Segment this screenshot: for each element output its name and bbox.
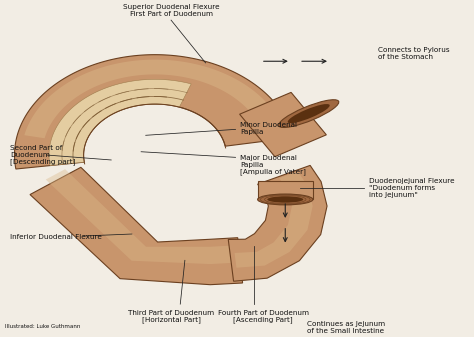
Text: Duodenojejunal Flexure
"Duodenum forms
into Jejunum": Duodenojejunal Flexure "Duodenum forms i… bbox=[369, 178, 455, 198]
Polygon shape bbox=[240, 92, 326, 157]
Text: Major Duodenal
Papilla
[Ampulla of Vater]: Major Duodenal Papilla [Ampulla of Vater… bbox=[240, 155, 306, 175]
Text: Minor Duodenal
Papilla: Minor Duodenal Papilla bbox=[240, 122, 297, 135]
Text: Fourth Part of Duodenum
[Ascending Part]: Fourth Part of Duodenum [Ascending Part] bbox=[218, 310, 309, 324]
Polygon shape bbox=[235, 172, 313, 268]
Polygon shape bbox=[15, 55, 293, 169]
Polygon shape bbox=[30, 167, 243, 285]
Text: Superior Duodenal Flexure
First Part of Duodenum: Superior Duodenal Flexure First Part of … bbox=[123, 4, 219, 17]
Ellipse shape bbox=[258, 194, 313, 205]
Polygon shape bbox=[24, 60, 281, 138]
Ellipse shape bbox=[267, 196, 303, 203]
Text: Second Part of
Duodenum
[Descending part]: Second Part of Duodenum [Descending part… bbox=[10, 145, 75, 165]
Text: Connects to Pylorus
of the Stomach: Connects to Pylorus of the Stomach bbox=[378, 47, 450, 60]
Ellipse shape bbox=[279, 100, 339, 127]
Ellipse shape bbox=[288, 104, 330, 123]
Text: Illustrated: Luke Guthmann: Illustrated: Luke Guthmann bbox=[5, 325, 81, 330]
Polygon shape bbox=[49, 79, 191, 165]
Text: Continues as Jejunum
of the Small Intestine: Continues as Jejunum of the Small Intest… bbox=[307, 321, 385, 334]
Text: Third Part of Duodenum
[Horizontal Part]: Third Part of Duodenum [Horizontal Part] bbox=[128, 310, 214, 324]
Polygon shape bbox=[46, 169, 241, 264]
Text: Inferior Duodenal Flexure: Inferior Duodenal Flexure bbox=[10, 234, 102, 240]
Polygon shape bbox=[258, 181, 313, 200]
Polygon shape bbox=[228, 165, 327, 281]
